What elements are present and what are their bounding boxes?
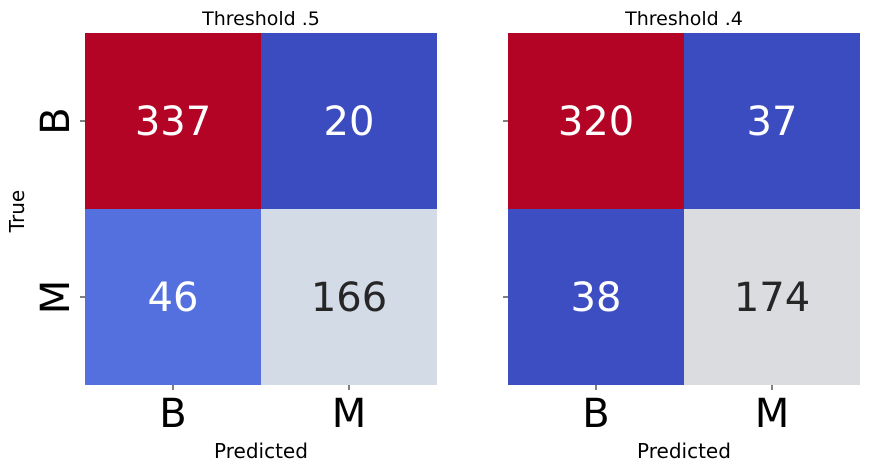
heatmap-cell	[508, 33, 684, 209]
y-tick-label: B	[33, 107, 79, 134]
heatmap-cell	[261, 209, 437, 385]
cell-value-label: 46	[148, 275, 199, 321]
x-axis-label: Predicted	[637, 439, 731, 463]
heatmap-cell	[684, 209, 860, 385]
cell-value-label: 174	[734, 275, 810, 321]
cell-value-label: 166	[311, 275, 387, 321]
heatmap-cell	[85, 209, 261, 385]
x-tick-label: B	[582, 391, 609, 437]
heatmap-cell	[85, 33, 261, 209]
x-tick-label: M	[755, 391, 790, 437]
y-axis-label: True	[5, 190, 29, 233]
heatmap-cell	[508, 209, 684, 385]
heatmap-panel-threshold-04: 320 37 38 174 Threshold .4 B M Predicted	[503, 8, 860, 463]
cell-value-label: 320	[558, 99, 634, 145]
x-tick-label: B	[159, 391, 186, 437]
cell-value-label: 337	[135, 99, 211, 145]
heatmap-cell	[684, 33, 860, 209]
cell-value-label: 20	[324, 99, 375, 145]
heatmap-panel-threshold-05: 337 20 46 166 Threshold .5 B M B M Predicted True	[5, 8, 437, 463]
heatmap-cell	[261, 33, 437, 209]
y-tick-label: M	[33, 280, 79, 315]
cell-value-label: 37	[747, 99, 798, 145]
cell-value-label: 38	[571, 275, 622, 321]
x-tick-label: M	[332, 391, 367, 437]
chart-title: Threshold .5	[201, 8, 320, 30]
x-axis-label: Predicted	[214, 439, 308, 463]
chart-title: Threshold .4	[624, 8, 743, 30]
